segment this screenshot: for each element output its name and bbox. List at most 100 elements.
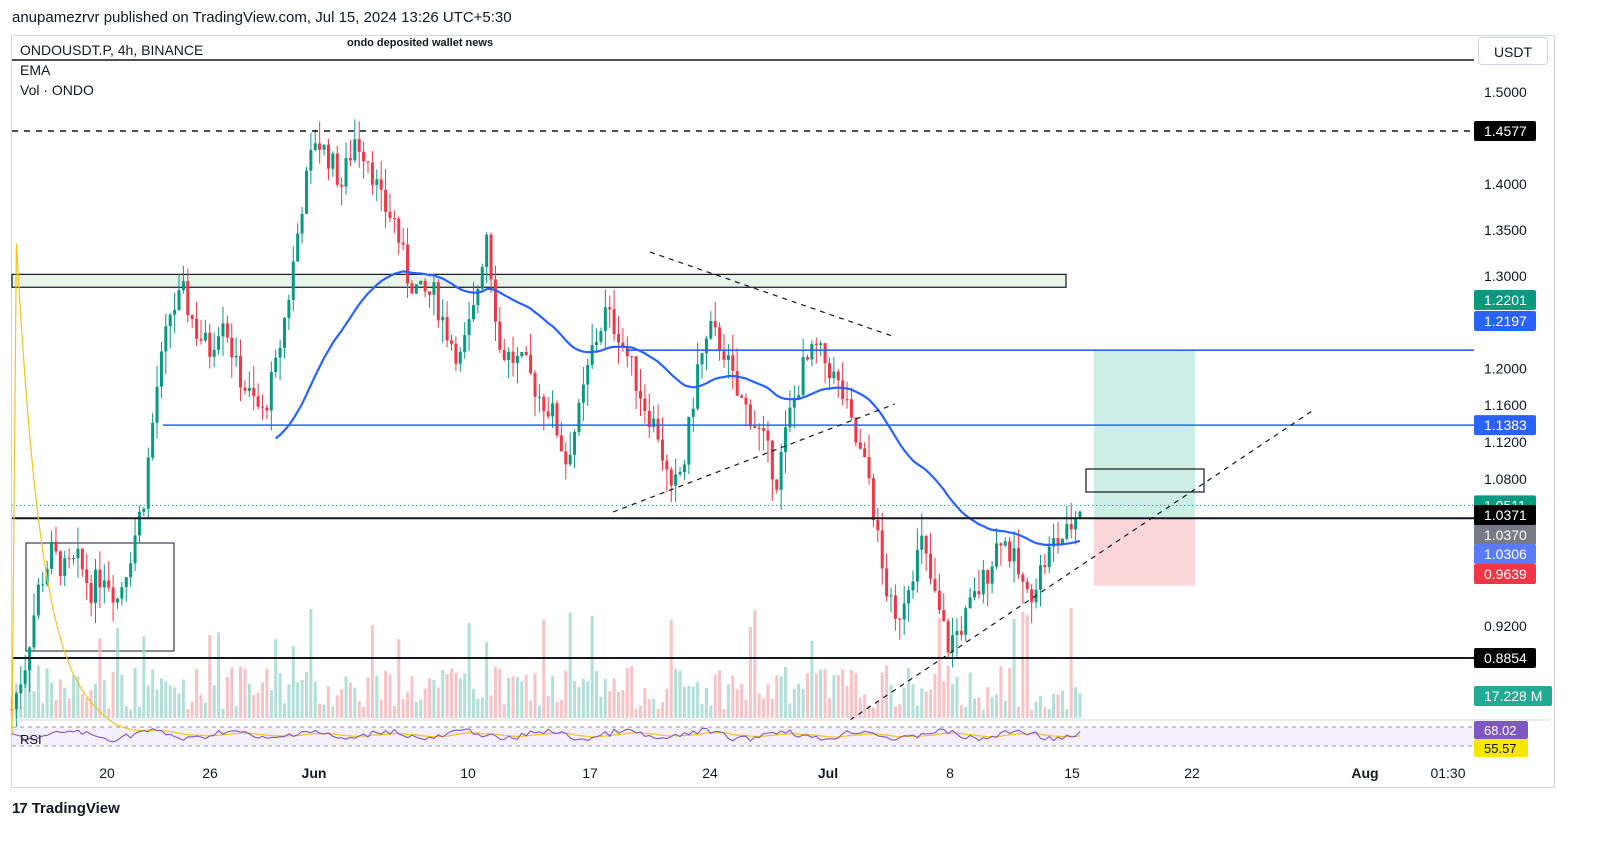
candle-body — [370, 162, 374, 185]
price-tick-label: 1.5000 — [1484, 84, 1527, 100]
candle-body — [1008, 541, 1012, 562]
candle-body — [709, 321, 713, 339]
candle-body — [617, 334, 621, 343]
candle-body — [335, 153, 339, 185]
candle-body — [111, 587, 115, 603]
volume-bar — [696, 681, 700, 718]
volume-bar — [999, 666, 1003, 718]
volume-bar — [964, 707, 968, 718]
candle-body — [994, 543, 998, 567]
candle-body — [423, 280, 427, 292]
volume-bar — [876, 700, 880, 718]
candle-body — [239, 355, 243, 388]
volume-bar — [463, 673, 467, 718]
candle-body — [168, 314, 172, 327]
volume-bar — [555, 701, 559, 718]
candle-body — [762, 428, 766, 431]
volume-bar — [502, 704, 506, 718]
candle-body — [722, 351, 726, 360]
candle-body — [432, 282, 436, 295]
symbol-legend[interactable]: ONDOUSDT.P, 4h, BINANCE — [20, 42, 204, 58]
candle-body — [124, 577, 128, 588]
volume-bar — [493, 667, 497, 718]
volume-bar — [841, 669, 845, 718]
price-level-tag — [1474, 290, 1536, 310]
volume-bar — [551, 675, 555, 718]
candle-body — [621, 342, 625, 346]
candle-body — [643, 398, 647, 411]
volume-bar — [1069, 607, 1073, 718]
candle-body — [419, 280, 423, 285]
volume-bar — [159, 678, 163, 718]
volume-bar — [454, 672, 458, 718]
candle-body — [225, 323, 229, 338]
volume-bar — [621, 689, 625, 718]
price-level-tag — [1474, 564, 1536, 584]
volume-bar — [19, 706, 23, 718]
price-level-tag — [1474, 648, 1536, 668]
price-tick-label: 1.3000 — [1484, 268, 1527, 284]
candle-body — [384, 189, 388, 212]
volume-bar — [986, 686, 990, 718]
volume-bar — [889, 684, 893, 718]
candle-body — [326, 144, 330, 169]
volume-bar — [441, 669, 445, 718]
candle-body — [76, 548, 80, 559]
price-level-tag — [1474, 544, 1536, 564]
volume-bar — [990, 696, 994, 718]
currency-button[interactable]: USDT — [1478, 37, 1548, 65]
candle-body — [845, 399, 849, 401]
candle-body — [67, 558, 71, 560]
volume-bar — [678, 670, 682, 718]
candle-body — [428, 291, 432, 295]
candle-body — [252, 387, 256, 397]
candle-body — [463, 335, 467, 352]
candle-body — [674, 474, 678, 486]
volume-bar — [221, 708, 225, 718]
volume-bar — [129, 709, 133, 718]
candle-body — [937, 590, 941, 611]
candle-body — [876, 520, 880, 531]
candle-body — [304, 170, 308, 214]
rsi-line — [11, 727, 1081, 743]
descending-trendline — [649, 251, 896, 338]
volume-bar — [573, 681, 577, 718]
candle-body — [735, 370, 739, 396]
ema-legend[interactable]: EMA — [20, 62, 51, 78]
volume-bar — [762, 698, 766, 718]
volume-bar — [243, 668, 247, 718]
volume-bar — [480, 697, 484, 718]
candle-body — [529, 354, 533, 373]
candle-body — [489, 234, 493, 280]
volume-bar — [581, 678, 585, 718]
volume-tag — [1474, 686, 1552, 706]
volume-bar — [788, 703, 792, 718]
candle-body — [964, 608, 968, 635]
candle-body — [682, 464, 686, 473]
volume-bar — [797, 683, 801, 718]
volume-bar — [489, 695, 493, 718]
volume-bar — [1060, 690, 1064, 718]
volume-bar — [814, 673, 818, 718]
volume-legend[interactable]: Vol · ONDO — [20, 82, 94, 98]
candle-body — [955, 631, 959, 636]
volume-bar — [85, 697, 89, 718]
candle-body — [511, 351, 515, 364]
volume-bar — [542, 619, 546, 718]
price-level-tag — [1474, 311, 1536, 331]
candle-body — [1043, 565, 1047, 568]
volume-bar — [1008, 667, 1012, 718]
candle-body — [691, 408, 695, 417]
price-tick-label: 1.3500 — [1484, 222, 1527, 238]
stop-zone — [1094, 518, 1195, 586]
candle-body — [564, 451, 568, 465]
candle-body — [863, 448, 867, 458]
candle-body — [779, 451, 783, 490]
candle-body — [133, 535, 137, 564]
time-tick-label: 8 — [946, 765, 954, 781]
time-tick-label: 17 — [582, 765, 598, 781]
candle-body — [388, 211, 392, 219]
volume-bar — [76, 676, 80, 718]
volume-bar — [603, 678, 607, 718]
